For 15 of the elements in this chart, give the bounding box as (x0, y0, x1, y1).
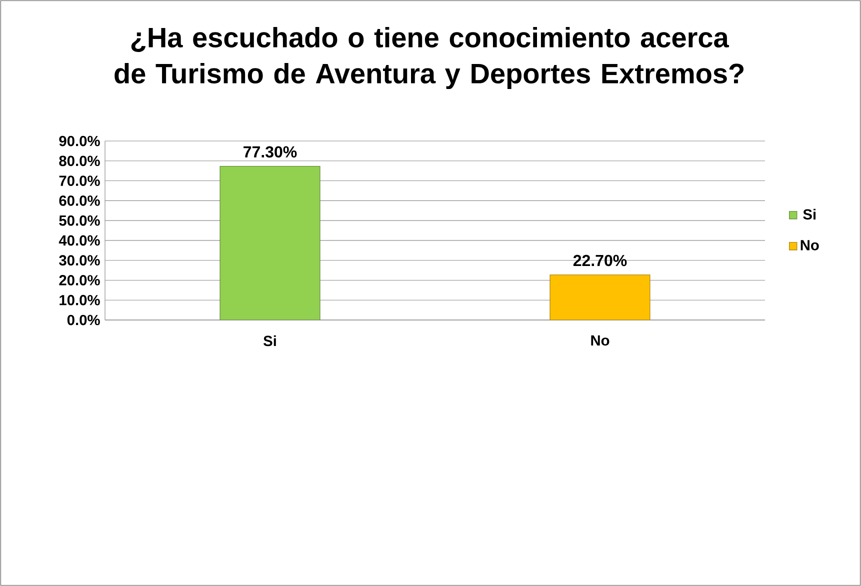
y-tick-label: 20.0% (59, 275, 100, 286)
y-tick-label: 80.0% (59, 156, 100, 166)
y-tick-label: 60.0% (59, 195, 100, 206)
y-tick-label: 40.0% (58, 235, 100, 246)
data-label: 22.70% (573, 254, 627, 266)
legend-label: No (800, 240, 819, 250)
y-tick-label: 90.0% (59, 136, 100, 146)
y-tick-label: 70.0% (59, 176, 100, 186)
y-tick-label: 0.0% (67, 314, 100, 326)
data-label: 77.30% (244, 146, 297, 158)
y-tick-label: 30.0% (59, 255, 100, 266)
legend-label: Si (803, 208, 816, 220)
chart-title: ¿Ha escuchado o tiene conocimiento acerca de Turismo de Aventura y Deportes Extremos? (114, 26, 744, 90)
y-tick-label: 50.0% (59, 215, 100, 226)
y-tick-label: 10.0% (60, 294, 100, 306)
